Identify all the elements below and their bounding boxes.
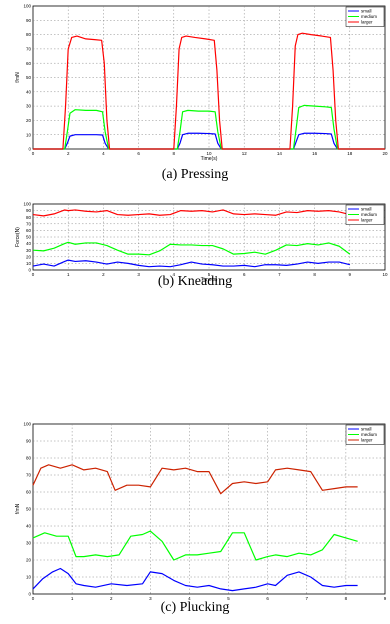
legend-label: larger: [361, 20, 373, 25]
panel-plucking: 01234567890102030405060708090100Time(s)f…: [0, 410, 390, 624]
x-tick-label: 7: [306, 596, 309, 600]
y-tick-label: 30: [26, 541, 32, 546]
pressing-caption: (a) Pressing: [161, 167, 229, 182]
x-tick-label: 3: [137, 272, 140, 277]
kneading-caption: (b) Kneading: [157, 274, 233, 289]
y-tick-label: 90: [26, 439, 32, 444]
panel-kneading: 0 1 2 3 4 5 6 7 8 9 10 0 10 20 30 40 50 60 70 80 90 100 Time(s…: [0, 200, 390, 410]
x-tick-label: 14: [277, 151, 283, 156]
y-tick-label: 50: [26, 235, 32, 240]
y-tick-label: 50: [26, 75, 32, 80]
kneading-chart: 0 1 2 3 4 5 6 7 8 9 100102030405060708090100Time(s…: [15, 202, 388, 283]
x-tick-label: 18: [347, 151, 353, 156]
y-tick-label: 70: [26, 221, 32, 226]
legend-label: small: [361, 9, 372, 14]
x-tick-label: 7: [278, 272, 281, 277]
y-tick-label: 70: [26, 47, 32, 52]
x-tick-label: 1: [71, 596, 74, 600]
series-line-larger: [32, 209, 350, 217]
y-tick-label: 10: [26, 261, 32, 266]
x-tick-label: 9: [349, 272, 352, 277]
x-tick-label: 2: [102, 272, 105, 277]
y-tick-label: 30: [26, 248, 32, 253]
y-tick-label: 0: [28, 268, 31, 273]
x-axis-label: Time(s): [201, 277, 218, 283]
y-axis-label: Force(N): [15, 227, 21, 247]
y-tick-label: 40: [26, 241, 32, 246]
x-tick-label: 6: [243, 272, 246, 277]
series-line-small: [32, 567, 358, 592]
series-line-medium: [32, 530, 358, 561]
x-tick-label: 5: [227, 596, 230, 600]
y-tick-label: 30: [26, 104, 32, 109]
x-tick-label: 8: [173, 151, 176, 156]
x-tick-label: 8: [313, 272, 316, 277]
x-tick-label: 12: [242, 151, 248, 156]
y-tick-label: 100: [23, 202, 31, 207]
y-tick-label: 80: [26, 32, 32, 37]
series-line-medium: [32, 241, 351, 256]
y-tick-label: 10: [26, 575, 32, 580]
legend-label: medium: [361, 14, 377, 19]
y-tick-label: 100: [23, 422, 31, 427]
y-axis-label: f/mN: [15, 72, 21, 83]
x-tick-label: 4: [102, 151, 105, 156]
y-tick-label: 40: [26, 89, 32, 94]
legend-label: medium: [361, 432, 377, 437]
x-tick-label: 16: [312, 151, 318, 156]
y-tick-label: 0: [28, 147, 31, 152]
legend-label: medium: [361, 212, 377, 217]
x-tick-label: 10: [382, 272, 388, 277]
x-tick-label: 4: [173, 272, 176, 277]
x-tick-label: 10: [206, 151, 212, 156]
y-tick-label: 90: [26, 18, 32, 23]
legend-label: larger: [361, 438, 373, 443]
x-tick-label: 9: [384, 596, 387, 600]
x-tick-label: 6: [266, 596, 269, 600]
x-tick-label: 0: [32, 151, 35, 156]
x-tick-label: 8: [345, 596, 348, 600]
y-tick-label: 70: [26, 473, 32, 478]
pressing-chart: 0 2 4 6 8 10 12 14 16 18 20 0 10 20 30 40 50 60 70 80 90 100 T…: [15, 4, 388, 162]
series-line-small: [33, 132, 385, 150]
y-tick-label: 50: [26, 507, 32, 512]
series-line-larger: [32, 464, 358, 495]
x-tick-label: 0: [32, 596, 35, 600]
legend-label: small: [361, 427, 372, 432]
y-tick-label: 20: [26, 558, 32, 563]
y-tick-label: 60: [26, 490, 32, 495]
y-tick-label: 60: [26, 61, 32, 66]
y-axis-label: f/mN: [15, 503, 21, 514]
y-tick-label: 20: [26, 118, 32, 123]
y-tick-label: 40: [26, 524, 32, 529]
series-line-larger: [33, 32, 385, 150]
series-line-small: [32, 259, 350, 268]
y-tick-label: 10: [26, 132, 32, 137]
y-tick-label: 80: [26, 456, 32, 461]
x-axis-label: Time(s): [201, 156, 218, 162]
y-tick-label: 20: [26, 254, 32, 259]
y-tick-label: 90: [26, 208, 32, 213]
x-tick-label: 1: [67, 272, 70, 277]
x-tick-label: 0: [32, 272, 35, 277]
x-tick-label: 4: [188, 596, 191, 600]
x-tick-label: 5: [208, 272, 211, 277]
x-tick-label: 2: [110, 596, 113, 600]
x-tick-label: 2: [67, 151, 70, 156]
series-line-medium: [33, 104, 385, 150]
x-tick-label: 20: [382, 151, 388, 156]
y-tick-label: 100: [23, 4, 31, 9]
x-tick-label: 6: [137, 151, 140, 156]
y-tick-label: 60: [26, 228, 32, 233]
y-tick-label: 80: [26, 215, 32, 220]
panel-pressing: 0 2 4 6 8 10 12 14 16 18 20 0 10 20 30 40 50 60 70 80 90 100 T…: [0, 0, 390, 200]
y-tick-label: 0: [28, 592, 31, 597]
plucking-caption: (c) Plucking: [160, 600, 230, 615]
plucking-chart: 01234567890102030405060708090100Time(s)f…: [15, 422, 387, 607]
x-tick-label: 3: [149, 596, 152, 600]
legend-label: small: [361, 207, 372, 212]
legend-label: larger: [361, 218, 373, 223]
